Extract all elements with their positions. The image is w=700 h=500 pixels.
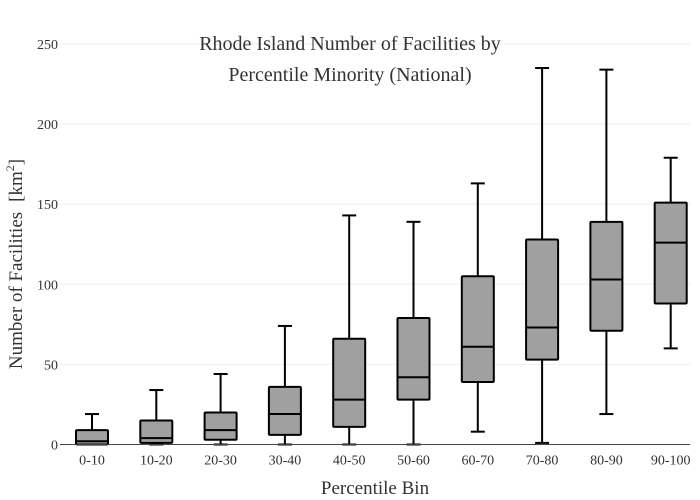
y-axis-title-text: Number of Facilities bbox=[6, 212, 27, 369]
iqr-box bbox=[267, 385, 302, 436]
y-tick-label: 100 bbox=[37, 278, 58, 293]
box-10-20 bbox=[139, 389, 174, 446]
y-tick-label: 200 bbox=[37, 118, 58, 133]
box-40-50 bbox=[332, 214, 367, 446]
iqr-box bbox=[139, 419, 174, 444]
box-0-10 bbox=[75, 413, 109, 446]
box-60-70 bbox=[460, 182, 495, 433]
x-axis-ticks: 0-10 10-20 20-30 30-40 40-50 50-60 60-70 70-80 8… bbox=[79, 454, 690, 469]
x-tick-label: 90-100 bbox=[651, 454, 691, 469]
x-tick-label: 0-10 bbox=[79, 454, 105, 469]
box-20-30 bbox=[203, 373, 238, 446]
iqr-box bbox=[75, 429, 109, 446]
iqr-box bbox=[525, 238, 560, 361]
x-axis-title: Percentile Bin bbox=[321, 478, 430, 499]
box-80-90 bbox=[589, 68, 624, 416]
gridlines bbox=[60, 43, 690, 365]
box-30-40 bbox=[267, 324, 302, 446]
x-tick-label: 50-60 bbox=[397, 454, 430, 469]
iqr-box bbox=[203, 411, 238, 441]
iqr-box bbox=[332, 337, 367, 428]
y-tick-label: 50 bbox=[44, 358, 58, 373]
chart-title-line-2: Percentile Minority (National) bbox=[228, 64, 471, 86]
box-90-100 bbox=[653, 156, 688, 350]
x-tick-label: 20-30 bbox=[204, 454, 237, 469]
x-tick-label: 70-80 bbox=[526, 454, 559, 469]
x-tick-label: 80-90 bbox=[590, 454, 623, 469]
box-70-80 bbox=[525, 67, 560, 444]
chart-title-line-1: Rhode Island Number of Facilities by bbox=[199, 33, 501, 55]
x-tick-label: 60-70 bbox=[461, 454, 494, 469]
box-50-60 bbox=[396, 220, 431, 446]
x-tick-label: 40-50 bbox=[333, 454, 366, 469]
y-axis-unit-close: ] bbox=[6, 159, 27, 165]
y-axis-title: Number of Facilities [km2] bbox=[3, 159, 27, 369]
y-axis-ticks: 0 50 100 150 200 250 bbox=[37, 38, 58, 454]
x-tick-label: 30-40 bbox=[269, 454, 302, 469]
y-tick-label: 150 bbox=[37, 198, 58, 213]
y-axis-unit-exponent: 2 bbox=[3, 165, 17, 171]
iqr-box bbox=[589, 220, 624, 332]
y-axis-unit: [km bbox=[6, 171, 27, 202]
y-tick-label: 0 bbox=[51, 439, 58, 454]
y-tick-label: 250 bbox=[37, 38, 58, 53]
iqr-box bbox=[653, 201, 688, 305]
iqr-box bbox=[460, 275, 495, 384]
x-tick-label: 10-20 bbox=[140, 454, 173, 469]
box-series bbox=[75, 67, 688, 446]
iqr-box bbox=[396, 316, 431, 401]
